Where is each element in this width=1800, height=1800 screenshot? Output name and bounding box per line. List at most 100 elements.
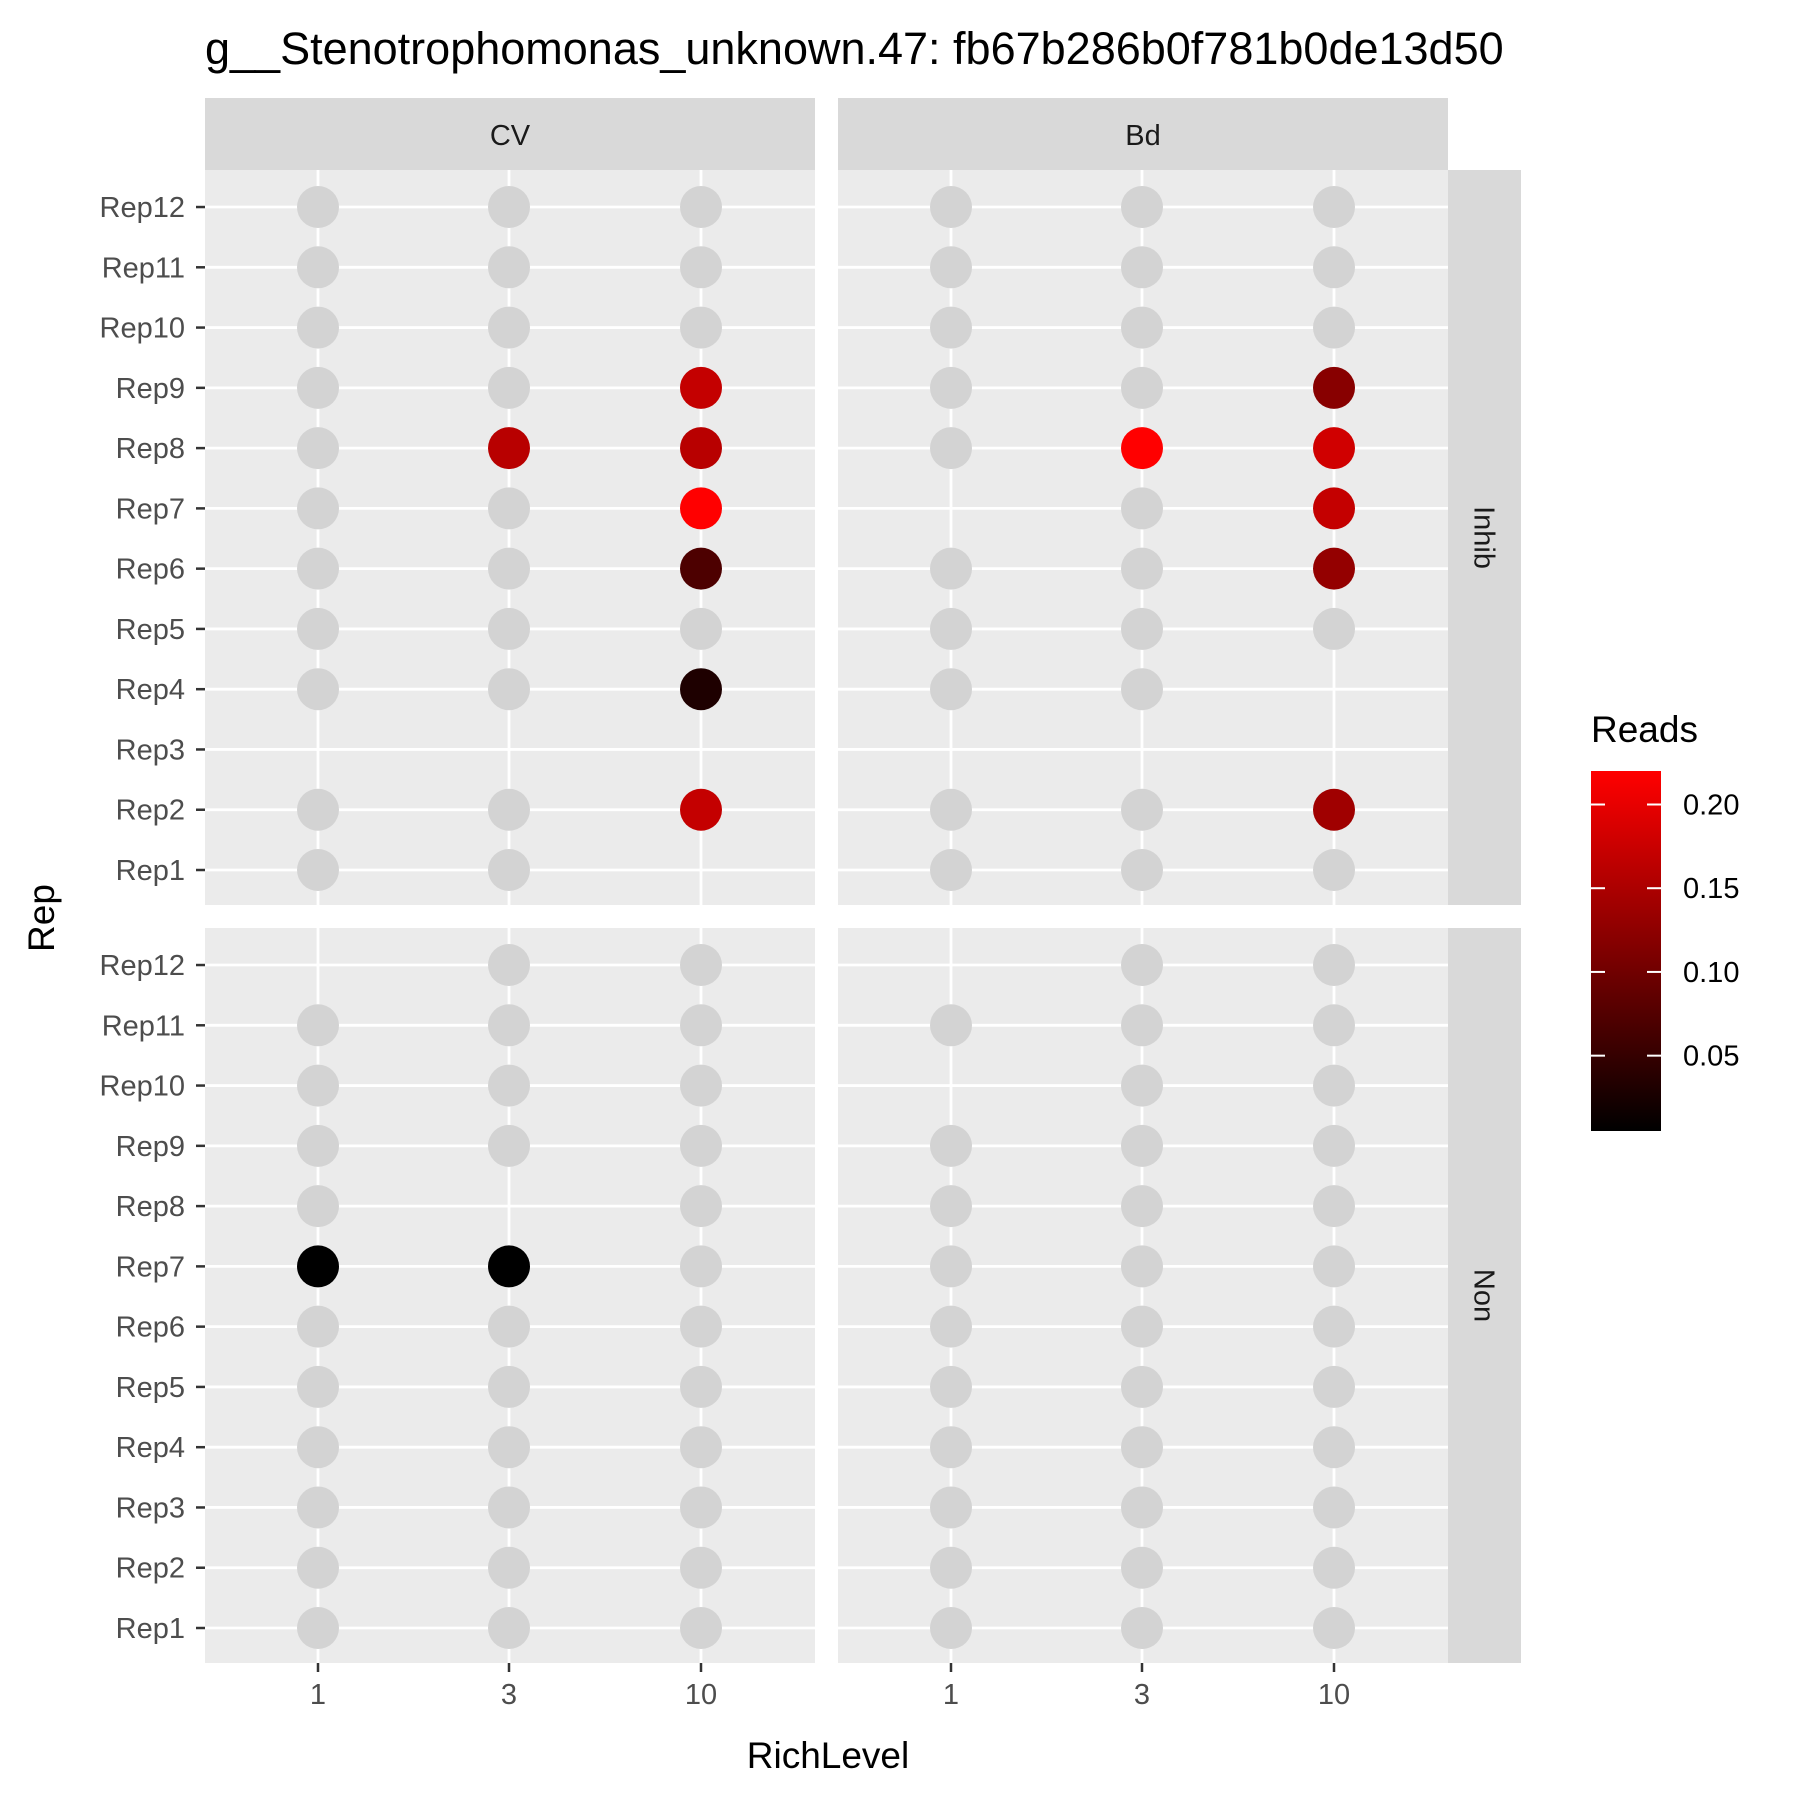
data-point (1121, 1185, 1163, 1228)
data-point (488, 427, 530, 470)
y-tick-label: Rep8 (116, 433, 185, 465)
data-point (680, 1486, 722, 1529)
data-point (297, 668, 339, 711)
data-point (488, 547, 530, 590)
data-point (488, 1546, 530, 1589)
data-point (297, 1486, 339, 1529)
data-point (1121, 607, 1163, 650)
data-point (297, 1124, 339, 1167)
data-point (297, 1064, 339, 1107)
x-tick-label: 3 (501, 1679, 517, 1711)
data-point (930, 849, 972, 891)
y-tick-label: Rep2 (116, 1553, 185, 1585)
y-tick-label: Rep10 (100, 1071, 185, 1103)
data-point (930, 1245, 972, 1288)
y-tick-label: Rep1 (116, 1613, 185, 1645)
x-axis-title: RichLevel (747, 1735, 909, 1776)
data-point (1313, 1245, 1355, 1288)
data-point (1121, 1305, 1163, 1348)
data-point (680, 306, 722, 349)
y-tick-label: Rep9 (116, 373, 185, 405)
data-point (488, 306, 530, 349)
data-point (488, 1124, 530, 1167)
panel-bd-non (838, 928, 1448, 1663)
data-point (930, 366, 972, 409)
data-point (930, 547, 972, 590)
data-point (1313, 849, 1355, 891)
data-point (1313, 1607, 1355, 1649)
data-point (297, 1004, 339, 1047)
legend-tick-label: 0.20 (1683, 789, 1739, 821)
data-point (297, 306, 339, 349)
x-tick-label: 3 (1134, 1679, 1150, 1711)
legend-tick-label: 0.10 (1683, 957, 1739, 989)
y-tick-label: Rep3 (116, 734, 185, 766)
color-legend: Reads 0.05 0.10 0.15 0.20 (1591, 709, 1739, 1131)
facet-strip-label: Non (1468, 1269, 1500, 1322)
data-point (680, 1546, 722, 1589)
data-point (1313, 547, 1355, 590)
data-point (488, 1426, 530, 1469)
data-point (680, 186, 722, 229)
data-point (488, 607, 530, 650)
data-point (1121, 1245, 1163, 1288)
y-tick-label: Rep11 (102, 252, 185, 284)
data-point (297, 366, 339, 409)
data-point (1121, 1607, 1163, 1649)
data-point (297, 1185, 339, 1228)
y-tick-label: Rep5 (116, 614, 185, 646)
data-point (1121, 366, 1163, 409)
y-tick-label: Rep3 (116, 1492, 185, 1524)
x-tick-label: 10 (685, 1679, 717, 1711)
data-point (1121, 427, 1163, 470)
data-point (488, 944, 530, 987)
data-point (1313, 788, 1355, 831)
data-point (680, 1607, 722, 1649)
y-tick-label: Rep10 (100, 313, 185, 345)
data-point (297, 607, 339, 650)
data-point (297, 1305, 339, 1348)
y-tick-label: Rep7 (116, 493, 185, 525)
facet-strip-inhib (1448, 170, 1521, 905)
data-point (680, 944, 722, 987)
data-point (680, 1185, 722, 1228)
data-point (488, 1607, 530, 1649)
data-point (297, 1607, 339, 1649)
facet-strip-bd (838, 98, 1448, 170)
data-point (1313, 366, 1355, 409)
data-point (930, 1426, 972, 1469)
data-point (1313, 427, 1355, 470)
data-point (297, 186, 339, 229)
data-point (1121, 1365, 1163, 1408)
y-tick-label: Rep6 (116, 554, 185, 586)
data-point (930, 1004, 972, 1047)
data-point (1313, 607, 1355, 650)
data-point (1121, 1486, 1163, 1529)
data-point (680, 1004, 722, 1047)
data-point (488, 1064, 530, 1107)
data-point (1313, 186, 1355, 229)
data-point (1121, 1426, 1163, 1469)
data-point (1121, 1064, 1163, 1107)
data-point (297, 1546, 339, 1589)
facet-strip-label: Inhib (1468, 506, 1500, 569)
data-point (680, 668, 722, 711)
data-point (1313, 1004, 1355, 1047)
data-point (488, 1365, 530, 1408)
data-point (297, 1426, 339, 1469)
data-point (1121, 1124, 1163, 1167)
data-point (297, 849, 339, 891)
data-point (930, 1486, 972, 1529)
data-point (680, 246, 722, 289)
data-point (930, 1305, 972, 1348)
data-point (1121, 1546, 1163, 1589)
data-point (488, 246, 530, 289)
data-point (488, 1004, 530, 1047)
data-point (488, 668, 530, 711)
y-tick-label: Rep6 (116, 1312, 185, 1344)
y-tick-label: Rep11 (102, 1010, 185, 1042)
data-point (1121, 944, 1163, 987)
data-point (488, 487, 530, 530)
panel-bd-inhib (838, 170, 1448, 905)
